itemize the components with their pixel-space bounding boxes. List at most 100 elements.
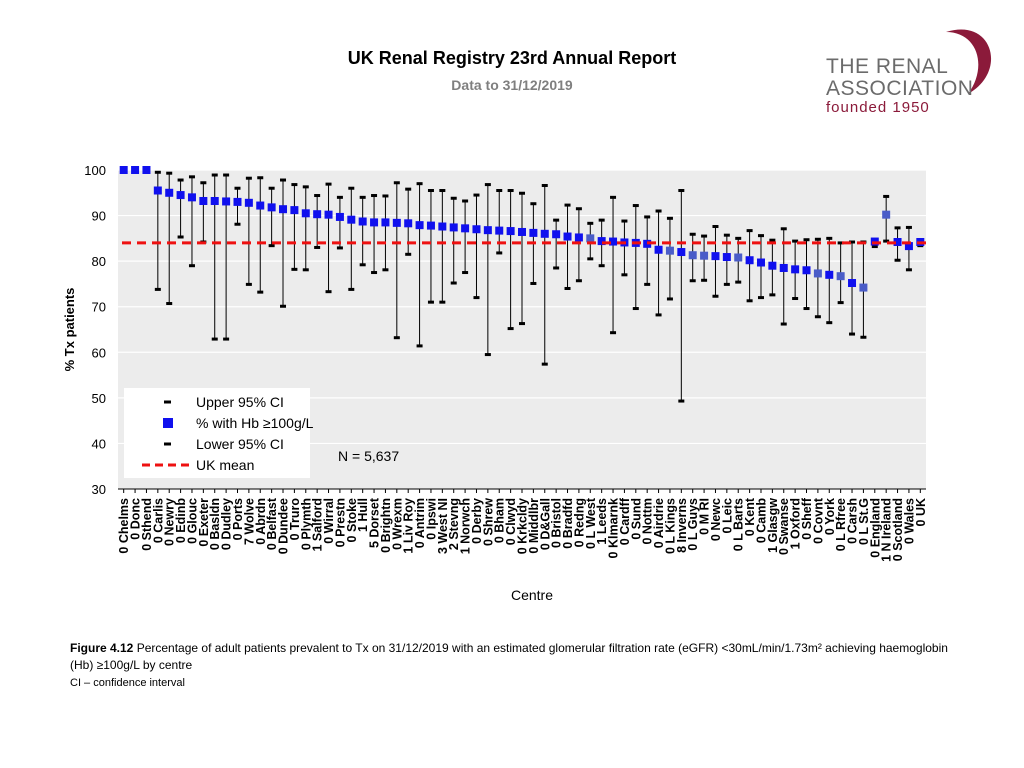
lower-ci-mark — [541, 362, 548, 366]
x-tick-label: 1 Hull — [356, 498, 370, 532]
report-subtitle: Data to 31/12/2019 — [451, 77, 573, 93]
x-tick-label: 1 Leeds — [595, 498, 609, 545]
x-tick-label: 0 Wrexm — [390, 498, 404, 550]
lower-ci-mark — [234, 222, 241, 226]
upper-ci-mark — [507, 189, 514, 193]
upper-ci-mark — [416, 182, 423, 186]
lower-ci-mark — [689, 279, 696, 283]
x-tick-label: 1 Norwch — [459, 498, 473, 554]
hb-point — [859, 283, 868, 292]
sample-size-annotation: N = 5,637 — [338, 448, 399, 464]
x-tick-label: 0 Sheff — [800, 497, 814, 540]
lower-ci-mark — [621, 273, 628, 277]
upper-ci-mark — [325, 182, 332, 186]
hb-point — [210, 196, 219, 205]
lower-ci-mark — [302, 268, 309, 272]
hb-point — [426, 221, 435, 230]
lower-ci-mark — [166, 302, 173, 306]
lower-ci-mark — [905, 268, 912, 272]
upper-ci-mark — [427, 189, 434, 193]
x-tick-label: 0 Swanse — [777, 498, 791, 555]
lower-ci-mark — [439, 300, 446, 304]
lower-ci-mark — [723, 282, 730, 286]
x-tick-label: 0 Truro — [288, 498, 302, 541]
lower-ci-mark — [701, 278, 708, 282]
x-tick-label: 0 Sthend — [140, 498, 154, 551]
x-tick-label: 0 Basldn — [208, 498, 222, 550]
upper-ci-mark — [746, 229, 753, 233]
upper-ci-mark — [689, 232, 696, 236]
x-tick-label: 0 L Barts — [732, 498, 746, 551]
hb-point — [233, 197, 242, 206]
lower-ci-mark — [245, 282, 252, 286]
lower-ci-mark — [678, 399, 685, 403]
upper-ci-mark — [177, 178, 184, 182]
upper-ci-mark — [519, 191, 525, 195]
hb-point — [745, 256, 754, 265]
upper-ci-mark — [553, 218, 560, 222]
hb-point — [279, 205, 288, 214]
x-tick-label: 7 Wolve — [242, 498, 256, 545]
legend: Upper 95% CI % with Hb ≥100g/L Lower 95% C… — [124, 388, 314, 478]
lower-ci-mark — [894, 258, 901, 262]
upper-ci-mark — [826, 236, 833, 240]
upper-ci-mark — [211, 173, 218, 177]
upper-ci-mark — [257, 176, 264, 180]
upper-ci-mark — [894, 226, 901, 230]
hb-point — [335, 212, 344, 221]
x-tick-label: 0 L Rfree — [834, 498, 848, 551]
hb-point — [734, 253, 743, 262]
x-tick-label: 0 Dudley — [220, 498, 234, 550]
x-tick-label: 3 West NI — [436, 498, 450, 554]
upper-ci-mark — [883, 194, 890, 198]
x-tick-label: 0 UK — [914, 498, 928, 526]
upper-ci-mark — [792, 239, 799, 243]
x-tick-label: 0 Bham — [493, 498, 507, 543]
hb-point — [802, 266, 811, 275]
x-tick-label: 0 Camb — [754, 498, 768, 544]
hb-point — [472, 225, 481, 234]
hb-point — [836, 272, 845, 281]
upper-ci-mark — [496, 189, 503, 193]
lower-ci-mark — [610, 331, 617, 335]
lower-ci-mark — [405, 252, 412, 256]
x-tick-label: 0 D&Gall — [538, 498, 552, 550]
hb-point — [609, 237, 618, 246]
upper-ci-mark — [610, 195, 617, 199]
upper-ci-mark — [575, 207, 582, 211]
upper-ci-mark — [769, 238, 776, 242]
figure-label: Figure 4.12 — [70, 641, 134, 655]
lower-ci-mark — [223, 337, 230, 341]
lower-ci-mark — [598, 264, 605, 268]
x-tick-label: 8 Inverns — [675, 498, 689, 553]
hb-point — [848, 279, 857, 288]
hb-point — [461, 224, 470, 233]
upper-ci-mark — [587, 221, 594, 225]
lower-ci-mark — [177, 235, 184, 239]
hb-point — [654, 245, 663, 254]
x-tick-label: 0 Wirral — [322, 498, 336, 544]
upper-ci-mark — [712, 225, 719, 229]
lower-ci-mark — [450, 281, 457, 285]
upper-ci-mark — [166, 171, 173, 175]
upper-ci-mark — [849, 240, 856, 244]
hb-point — [370, 218, 379, 227]
lower-ci-mark — [666, 297, 673, 301]
logo-founded: founded 1950 — [826, 99, 930, 116]
upper-ci-mark — [541, 183, 548, 187]
legend-label: % with Hb ≥100g/L — [196, 415, 314, 431]
x-tick-label: 0 Glouc — [185, 498, 199, 544]
upper-ci-mark — [439, 189, 446, 193]
upper-ci-mark — [632, 204, 639, 208]
hb-point — [313, 210, 322, 219]
hb-point — [791, 265, 800, 274]
hb-point — [722, 253, 731, 262]
x-tick-label: 0 Bradfd — [561, 498, 575, 549]
lower-ci-mark — [655, 313, 662, 317]
lower-ci-mark — [632, 307, 639, 311]
x-tick-label: 0 Ipswi — [424, 498, 438, 540]
upper-ci-mark — [780, 227, 787, 231]
lower-ci-mark — [769, 293, 776, 297]
hb-point — [529, 228, 538, 237]
